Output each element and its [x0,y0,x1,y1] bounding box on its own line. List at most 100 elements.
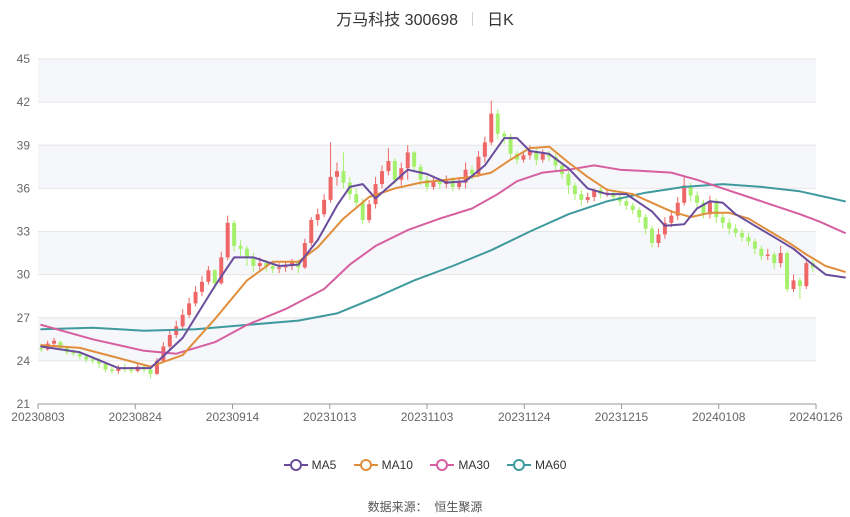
legend-item-ma30[interactable]: MA30 [430,458,490,472]
candle-body [437,181,442,185]
candle-body [84,356,89,360]
candle-body [392,161,397,180]
candle-body [425,179,429,187]
legend-item-ma5[interactable]: MA5 [283,458,336,472]
candle-body [354,194,359,203]
period-label: 日K [487,12,514,29]
candle-body [116,368,121,371]
y-tick-label: 42 [17,95,31,109]
candle-body [797,280,802,287]
candle-body [534,151,539,160]
candle-body [695,195,700,203]
candle-body [463,169,468,183]
series-line-ma60 [40,183,846,332]
candle-body [791,280,796,289]
candle-body [161,346,166,361]
candle-body [720,217,725,223]
source-value: 恒生聚源 [434,500,483,514]
candle-body [244,248,249,258]
candle-body [39,347,44,350]
legend-label-ma60: MA60 [535,458,567,472]
candle-body [457,182,462,187]
candle-body [733,228,738,233]
x-tick-label: 20231215 [595,410,649,424]
candle-body [688,185,693,196]
candle-body [187,303,192,315]
x-tick-label: 20230824 [109,410,163,424]
candle-body [270,266,275,269]
candle-body [379,171,384,185]
legend-item-ma10[interactable]: MA10 [353,458,413,472]
candle-body [58,342,63,348]
y-tick-label: 24 [17,354,31,368]
candle-body [180,314,185,327]
y-tick-label: 27 [17,311,31,325]
x-tick-label: 20231124 [498,410,551,424]
x-tick-label: 20240126 [789,410,843,424]
candle-body [328,176,333,200]
candle-body [489,113,494,143]
x-tick-label: 20230914 [206,410,260,424]
candle-body [772,254,777,264]
candle-body [759,248,764,256]
candle-body [97,360,102,364]
candle-body [148,369,153,374]
candle-body [289,261,294,266]
grid-band [38,59,816,103]
candle-body [785,253,790,289]
candle-body [334,171,339,177]
candle-body [521,155,526,160]
candle-body [431,181,436,187]
candle-body [199,281,204,292]
candle-body [482,142,487,157]
candle-body [669,215,674,223]
candle-body [778,253,783,264]
candle-body [52,340,57,344]
legend-item-ma60[interactable]: MA60 [507,458,566,472]
candle-body [251,257,256,266]
candle-body [225,222,230,258]
candle-body [682,185,687,203]
x-tick-label: 20231103 [401,410,454,424]
candle-body [450,179,455,187]
candle-body [167,335,172,347]
candle-body [572,185,577,195]
series-line-ma5 [40,137,846,370]
y-tick-label: 30 [17,268,31,282]
candle-body [752,241,757,249]
candle-body [502,133,507,137]
legend: MA5 MA10 MA30 MA60 [0,458,850,472]
grid-band [38,231,816,275]
candle-body [257,263,262,266]
candle-body [746,237,751,242]
candle-body [90,359,95,361]
title-separator [472,12,474,26]
x-tick-label: 20231013 [303,410,357,424]
candle-body [341,171,346,183]
y-tick-label: 33 [17,225,31,239]
candle-body [71,352,76,354]
series-line-ma30 [40,164,846,355]
candle-body [412,152,417,167]
legend-marker-ma10 [353,459,378,471]
candle-body [154,360,159,374]
y-tick-label: 39 [17,138,31,152]
candle-body [707,201,712,215]
legend-label-ma30: MA30 [458,458,490,472]
candle-body [129,369,134,371]
legend-marker-ma5 [283,459,308,471]
candle-body [740,232,745,238]
chart-title: 万马科技 300698 日K [0,6,850,30]
candle-body [592,189,597,197]
candle-body [637,209,642,218]
candle-body [508,136,513,154]
candle-body [566,174,571,186]
candle-body [193,291,198,304]
candle-body [727,222,732,229]
source-label: 数据来源： [367,500,428,514]
candle-body [386,161,391,172]
y-tick-label: 36 [17,181,31,195]
candle-body [238,245,243,249]
candle-body [650,228,655,243]
